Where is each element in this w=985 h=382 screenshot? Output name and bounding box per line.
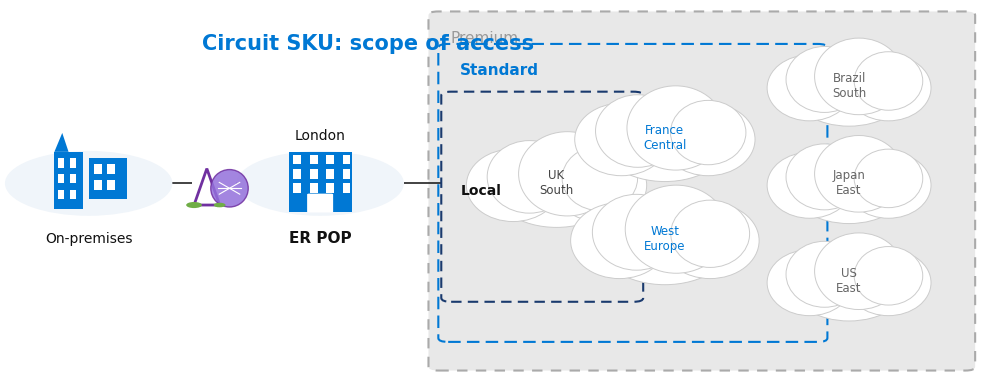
Ellipse shape [790, 147, 908, 223]
Text: France
Central: France Central [643, 123, 687, 152]
FancyBboxPatch shape [309, 183, 317, 193]
FancyBboxPatch shape [57, 174, 64, 183]
FancyBboxPatch shape [94, 164, 101, 174]
FancyBboxPatch shape [343, 155, 351, 164]
Ellipse shape [854, 246, 923, 305]
Text: ER POP: ER POP [289, 231, 352, 246]
FancyBboxPatch shape [107, 164, 115, 174]
Ellipse shape [466, 149, 560, 222]
Ellipse shape [592, 194, 681, 270]
Ellipse shape [562, 146, 637, 210]
Ellipse shape [846, 55, 931, 121]
Text: Brazil
South: Brazil South [832, 72, 866, 100]
Text: On-premises: On-premises [45, 232, 132, 246]
FancyBboxPatch shape [289, 152, 352, 212]
Text: Circuit SKU: scope of access: Circuit SKU: scope of access [202, 34, 534, 54]
FancyBboxPatch shape [343, 169, 351, 179]
Circle shape [214, 203, 226, 207]
Text: Premium: Premium [450, 31, 518, 45]
Ellipse shape [597, 197, 733, 285]
Ellipse shape [671, 100, 746, 165]
FancyBboxPatch shape [57, 190, 64, 199]
FancyBboxPatch shape [326, 183, 334, 193]
Text: UK
South: UK South [540, 169, 573, 197]
Ellipse shape [786, 144, 863, 210]
FancyBboxPatch shape [57, 158, 64, 168]
Ellipse shape [767, 250, 852, 316]
FancyBboxPatch shape [94, 180, 101, 190]
Polygon shape [54, 133, 69, 152]
Ellipse shape [790, 244, 908, 321]
FancyBboxPatch shape [294, 155, 301, 164]
Circle shape [5, 151, 172, 216]
Ellipse shape [790, 50, 908, 126]
FancyBboxPatch shape [309, 155, 317, 164]
Circle shape [236, 151, 404, 216]
FancyBboxPatch shape [89, 158, 127, 199]
FancyBboxPatch shape [294, 169, 301, 179]
FancyBboxPatch shape [438, 44, 827, 342]
Ellipse shape [553, 149, 647, 222]
FancyBboxPatch shape [70, 158, 77, 168]
Text: US
East: US East [836, 267, 862, 295]
Ellipse shape [600, 97, 730, 181]
FancyBboxPatch shape [294, 183, 301, 193]
Ellipse shape [767, 152, 852, 218]
Ellipse shape [846, 250, 931, 316]
Text: Local: Local [461, 184, 501, 198]
Text: Standard: Standard [460, 63, 539, 78]
FancyBboxPatch shape [70, 190, 77, 199]
FancyBboxPatch shape [309, 169, 317, 179]
FancyBboxPatch shape [441, 92, 643, 302]
Ellipse shape [815, 38, 903, 115]
Ellipse shape [846, 152, 931, 218]
Ellipse shape [625, 185, 727, 273]
Ellipse shape [786, 47, 863, 112]
Ellipse shape [596, 95, 680, 167]
Ellipse shape [574, 103, 669, 176]
Ellipse shape [854, 149, 923, 208]
Ellipse shape [815, 136, 903, 212]
FancyBboxPatch shape [307, 194, 333, 212]
FancyBboxPatch shape [343, 183, 351, 193]
Ellipse shape [767, 55, 852, 121]
Ellipse shape [661, 203, 759, 278]
Ellipse shape [854, 52, 923, 110]
Circle shape [186, 202, 202, 208]
Text: Japan
East: Japan East [832, 169, 866, 197]
Ellipse shape [627, 86, 725, 170]
Ellipse shape [661, 103, 755, 176]
Ellipse shape [570, 203, 669, 278]
FancyBboxPatch shape [70, 174, 77, 183]
FancyBboxPatch shape [326, 155, 334, 164]
Ellipse shape [211, 170, 248, 207]
FancyBboxPatch shape [428, 11, 975, 371]
Ellipse shape [488, 141, 571, 213]
Ellipse shape [492, 143, 622, 227]
Text: West
Europe: West Europe [644, 225, 686, 253]
Ellipse shape [815, 233, 903, 309]
FancyBboxPatch shape [107, 180, 115, 190]
FancyBboxPatch shape [54, 152, 83, 209]
FancyBboxPatch shape [326, 169, 334, 179]
Ellipse shape [518, 132, 617, 216]
Ellipse shape [786, 241, 863, 307]
Text: London: London [295, 129, 346, 142]
Ellipse shape [671, 200, 750, 267]
